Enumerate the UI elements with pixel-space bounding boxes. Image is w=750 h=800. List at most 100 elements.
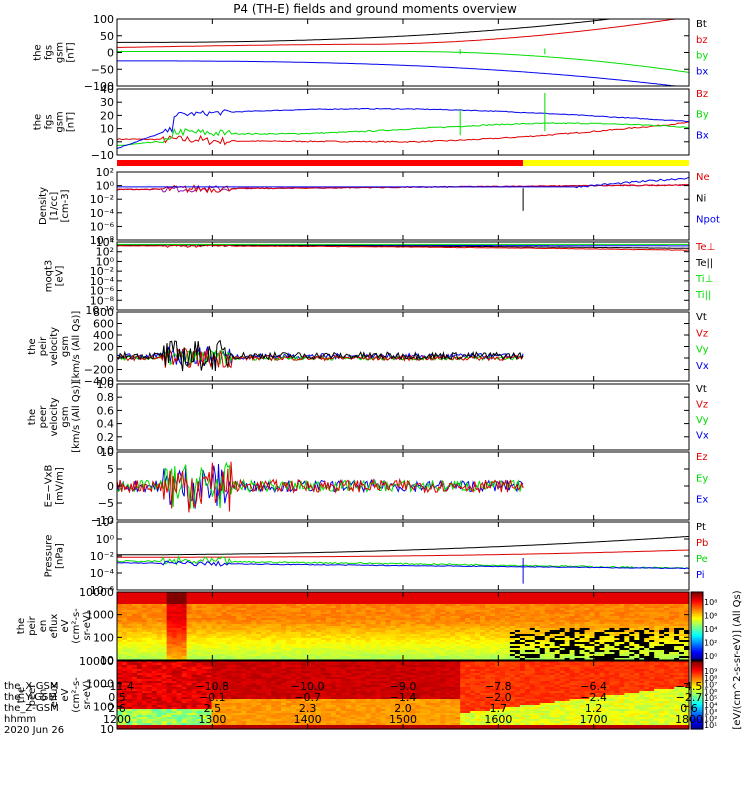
spectrogram-cell	[470, 620, 476, 623]
spectrogram-cell	[450, 604, 456, 607]
spectrogram-cell	[450, 624, 456, 627]
spectrogram-cell	[425, 608, 431, 611]
spectrogram-cell	[644, 610, 650, 613]
spectrogram-cell	[604, 628, 610, 631]
spectrogram-cell	[191, 652, 198, 655]
spectrogram-cell	[261, 677, 267, 680]
spectrogram-cell	[311, 602, 317, 605]
spectrogram-cell	[201, 652, 208, 655]
spectrogram-cell	[345, 654, 352, 657]
spectrogram-cell	[495, 594, 501, 597]
spectrogram-cell	[584, 628, 591, 631]
spectrogram-cell	[450, 646, 456, 649]
spectrogram-cell	[236, 675, 242, 678]
spectrogram-cell	[674, 638, 680, 641]
spectrogram-cell	[589, 602, 596, 605]
spectrogram-cell	[549, 612, 556, 615]
spectrogram-cell	[276, 602, 282, 605]
spectrogram-cell	[161, 721, 168, 724]
spectrogram-cell	[375, 640, 382, 643]
spectrogram-cell	[131, 640, 138, 643]
spectrogram-cell	[654, 618, 660, 621]
spectrogram-cell	[181, 661, 188, 664]
spectrogram-cell	[251, 628, 257, 631]
spectrogram-cell	[340, 604, 347, 607]
spectrogram-cell	[470, 654, 476, 657]
spectrogram-cell	[171, 626, 178, 629]
spectrogram-cell	[370, 622, 377, 625]
spectrogram-cell	[201, 711, 208, 714]
spectrogram-cell	[320, 636, 327, 639]
spectrogram-cell	[191, 634, 198, 637]
spectrogram-cell	[236, 695, 242, 698]
spectrogram-cell	[171, 622, 178, 625]
spectrogram-cell	[171, 697, 178, 700]
spectrogram-cell	[316, 604, 322, 607]
spectrogram-cell	[186, 687, 193, 690]
spectrogram-cell	[231, 703, 237, 706]
spectrogram-cell	[589, 600, 596, 603]
spectrogram-cell	[131, 725, 138, 728]
spectrogram-cell	[156, 701, 163, 704]
spectrogram-cell	[460, 598, 466, 601]
spectrogram-cell	[296, 612, 302, 615]
spectrogram-cell	[296, 616, 302, 619]
spectrogram-cell	[674, 636, 680, 639]
spectrogram-cell	[460, 614, 466, 617]
spectrogram-cell	[599, 642, 606, 645]
spectrogram-cell	[156, 656, 163, 659]
spectrogram-cell	[122, 592, 128, 595]
spectrogram-cell	[390, 626, 397, 629]
spectrogram-cell	[644, 602, 650, 605]
spectrogram-cell	[370, 604, 377, 607]
spectrogram-cell	[390, 652, 397, 655]
spectrogram-cell	[559, 610, 566, 613]
spectrogram-cell	[639, 618, 645, 621]
spectrogram-cell	[117, 598, 123, 601]
spectrogram-cell	[256, 650, 262, 653]
spectrogram-cell	[365, 614, 372, 617]
spectrogram-cell	[415, 610, 421, 613]
spectrogram-cell	[340, 600, 347, 603]
spectrogram-cell	[679, 592, 685, 595]
spectrogram-cell	[325, 642, 332, 645]
spectrogram-cell	[370, 632, 377, 635]
spectrogram-cell	[246, 638, 252, 641]
spectrogram-cell	[684, 638, 690, 641]
spectrogram-cell	[266, 604, 272, 607]
spectrogram-cell	[420, 610, 426, 613]
spectrogram-cell	[534, 614, 541, 617]
spectrogram-cell	[316, 620, 322, 623]
spectrogram-cell	[564, 604, 571, 607]
spectrogram-cell	[430, 594, 436, 597]
spectrogram-cell	[201, 642, 208, 645]
spectrogram-cell	[440, 636, 446, 639]
spectrogram-cell	[166, 654, 173, 657]
spectrogram-cell	[495, 604, 501, 607]
spectrogram-cell	[400, 608, 407, 611]
spectrogram-cell	[141, 594, 148, 597]
spectrogram-cell	[191, 705, 198, 708]
spectrogram-cell	[594, 644, 601, 647]
spectrogram-cell	[330, 602, 337, 605]
spectrogram-cell	[559, 592, 566, 595]
spectrogram-cell	[256, 594, 262, 597]
spectrogram-cell	[221, 669, 228, 672]
spectrogram-cell	[306, 612, 312, 615]
spectrogram-cell	[216, 715, 223, 718]
spectrogram-cell	[390, 608, 397, 611]
spectrogram-cell	[649, 610, 655, 613]
spectrogram-cell	[291, 642, 297, 645]
spectrogram-cell	[320, 614, 327, 617]
spectrogram-cell	[654, 620, 660, 623]
spectrogram-cell	[335, 610, 342, 613]
spectrogram-cell	[122, 640, 128, 643]
spectrogram-cell	[291, 608, 297, 611]
spectrogram-cell	[405, 626, 412, 629]
spectrogram-cell	[166, 697, 173, 700]
spectrogram-cell	[614, 604, 620, 607]
spectrogram-cell	[480, 636, 486, 639]
spectrogram-cell	[151, 667, 158, 670]
spectrogram-cell	[360, 618, 367, 621]
spectrogram-cell	[181, 727, 188, 730]
